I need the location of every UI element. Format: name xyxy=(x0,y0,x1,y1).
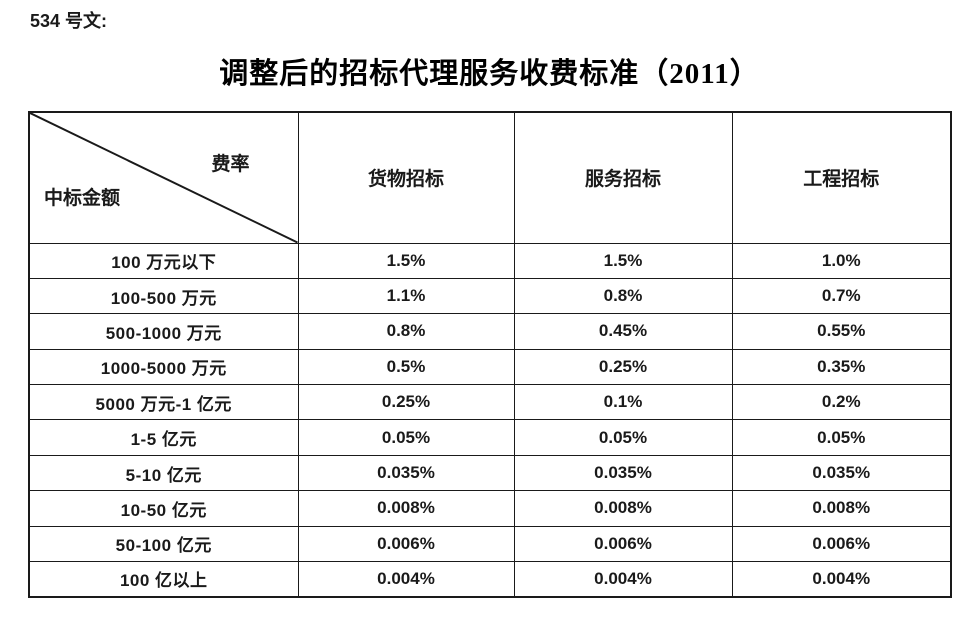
column-header-goods: 货物招标 xyxy=(297,111,515,244)
fee-value: 0.8% xyxy=(297,313,515,350)
table-row: 5000 万元-1 亿元 0.25% 0.1% 0.2% xyxy=(28,384,952,421)
fee-value: 0.45% xyxy=(513,313,733,350)
fee-value: 0.008% xyxy=(513,490,733,527)
fee-value: 0.035% xyxy=(297,454,515,492)
table-row: 1-5 亿元 0.05% 0.05% 0.05% xyxy=(28,419,952,456)
table-row: 500-1000 万元 0.8% 0.45% 0.55% xyxy=(28,313,952,350)
fee-value: 1.1% xyxy=(297,277,515,315)
fee-value: 0.008% xyxy=(297,490,515,527)
column-header-works: 工程招标 xyxy=(731,111,952,244)
row-label: 10-50 亿元 xyxy=(28,490,299,527)
fee-value: 0.2% xyxy=(731,384,952,421)
corner-amount-label: 中标金额 xyxy=(44,188,121,209)
fee-value: 0.8% xyxy=(513,277,733,315)
row-label: 1-5 亿元 xyxy=(28,419,299,456)
table-row: 1000-5000 万元 0.5% 0.25% 0.35% xyxy=(28,348,952,386)
table-row: 100-500 万元 1.1% 0.8% 0.7% xyxy=(28,277,952,315)
fee-value: 0.35% xyxy=(731,348,952,386)
fee-table-body: 100 万元以下 1.5% 1.5% 1.0% 100-500 万元 1.1% 0.8% 0.… xyxy=(28,242,952,598)
table-row: 10-50 亿元 0.008% 0.008% 0.008% xyxy=(28,490,952,527)
column-header-services: 服务招标 xyxy=(513,111,733,244)
table-row: 50-100 亿元 0.006% 0.006% 0.006% xyxy=(28,525,952,563)
fee-value: 0.006% xyxy=(297,525,515,563)
fee-value: 0.004% xyxy=(297,561,515,598)
header-row: 费率 中标金额 货物招标 服务招标 工程招标 xyxy=(28,111,952,244)
doc-ref: 534 号文: xyxy=(30,11,108,31)
fee-value: 0.006% xyxy=(731,525,952,563)
corner-rate-label: 费率 xyxy=(211,154,250,175)
row-label: 5000 万元-1 亿元 xyxy=(28,384,299,421)
table-row: 100 万元以下 1.5% 1.5% 1.0% xyxy=(28,242,952,279)
row-label: 5-10 亿元 xyxy=(28,454,299,492)
fee-value: 0.1% xyxy=(513,384,733,421)
fee-value: 0.25% xyxy=(297,384,515,421)
fee-value: 0.7% xyxy=(731,277,952,315)
fee-value: 0.004% xyxy=(513,561,733,598)
page-title: 调整后的招标代理服务收费标准（2011） xyxy=(219,58,760,90)
fee-value: 1.0% xyxy=(731,242,952,279)
fee-value: 0.25% xyxy=(513,348,733,386)
row-label: 50-100 亿元 xyxy=(28,525,299,563)
row-label: 100-500 万元 xyxy=(28,277,299,315)
fee-value: 1.5% xyxy=(297,242,515,279)
row-label: 500-1000 万元 xyxy=(28,313,299,350)
fee-value: 0.05% xyxy=(513,419,733,456)
table-row: 5-10 亿元 0.035% 0.035% 0.035% xyxy=(28,454,952,492)
fee-table: 费率 中标金额 货物招标 服务招标 工程招标 100 万元以下 1.5% 1.5% 1… xyxy=(28,111,952,598)
row-label: 1000-5000 万元 xyxy=(28,348,299,386)
fee-value: 0.05% xyxy=(297,419,515,456)
fee-value: 1.5% xyxy=(513,242,733,279)
fee-value: 0.5% xyxy=(297,348,515,386)
table-row: 100 亿以上 0.004% 0.004% 0.004% xyxy=(28,561,952,598)
fee-value: 0.004% xyxy=(731,561,952,598)
corner-cell: 费率 中标金额 xyxy=(28,111,299,244)
fee-value: 0.006% xyxy=(513,525,733,563)
diagonal-line xyxy=(30,113,298,243)
fee-value: 0.55% xyxy=(731,313,952,350)
row-label: 100 万元以下 xyxy=(28,242,299,279)
fee-value: 0.035% xyxy=(731,454,952,492)
fee-value: 0.035% xyxy=(513,454,733,492)
row-label: 100 亿以上 xyxy=(28,561,299,598)
fee-value: 0.05% xyxy=(731,419,952,456)
fee-value: 0.008% xyxy=(731,490,952,527)
